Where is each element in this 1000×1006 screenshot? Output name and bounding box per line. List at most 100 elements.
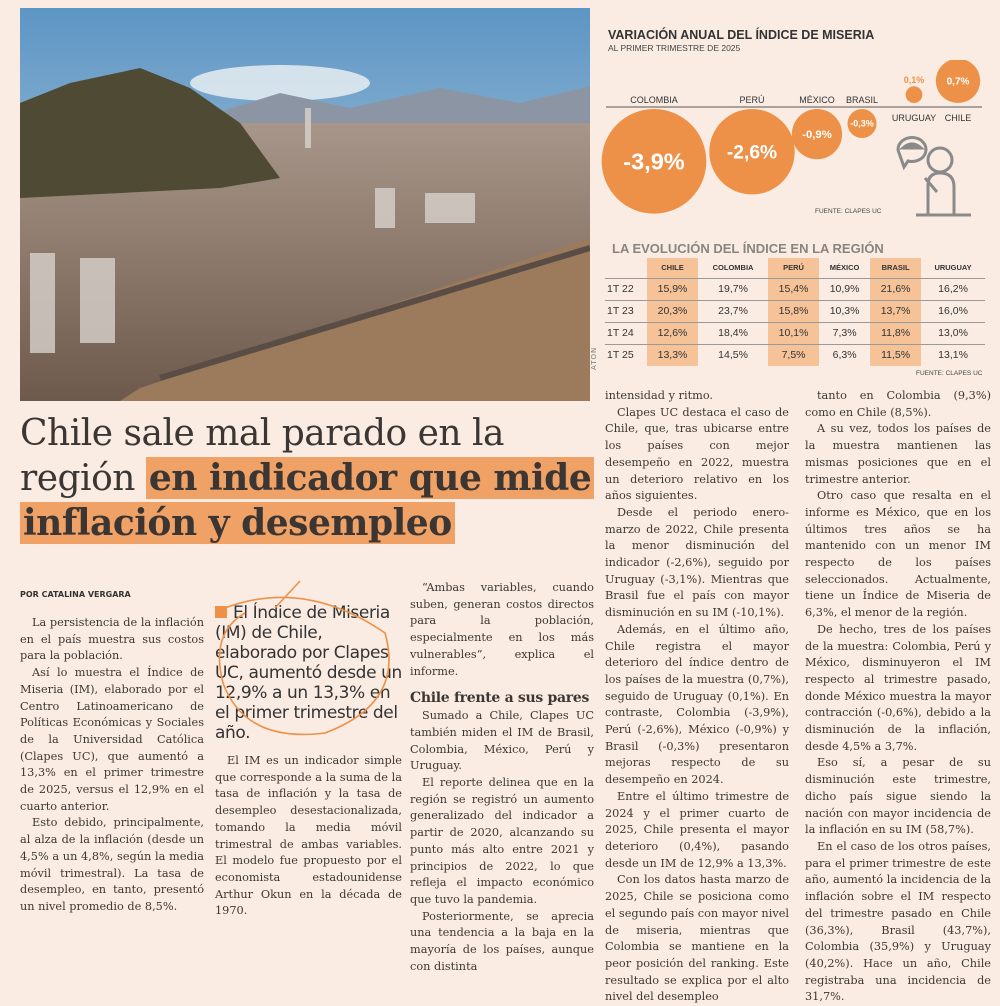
bubble-uruguay (905, 86, 923, 103)
column-header (605, 258, 647, 278)
paragraph: A su vez, todos los países de la muestra… (805, 422, 991, 486)
table-cell: 16,2% (921, 277, 985, 300)
paragraph: Desde el periodo enero-marzo de 2022, Ch… (605, 505, 789, 620)
table-cell: 11,8% (870, 321, 922, 344)
paragraph: La persistencia de la inflación en el pa… (20, 616, 204, 663)
paragraph: Posteriormente, se aprecia una tendencia… (410, 909, 594, 973)
headline: Chile sale mal parado en la región en in… (20, 412, 595, 546)
column-4: intensidad y ritmo. Clapes UC destaca el … (605, 388, 789, 1006)
paragraph: Eso sí, a pesar de su disminución este t… (805, 756, 991, 837)
table-cell: 10,1% (768, 321, 820, 344)
paragraph: “Ambas variables, cuando suben, generan … (410, 581, 594, 678)
photo-credit: ATON (590, 346, 598, 370)
paragraph: Así lo muestra el Índice de Miseria (IM)… (20, 666, 204, 813)
bubble-country: COLOMBIA (630, 95, 678, 105)
bubble-colombia (601, 109, 707, 214)
column-2: El IM es un indicador simple que corresp… (215, 753, 402, 920)
bubble-chile (935, 60, 981, 103)
column-header: CHILE (647, 258, 699, 278)
table-cell: 23,7% (698, 299, 769, 322)
table-cell: 10,3% (819, 299, 871, 322)
table-cell: 1T 24 (605, 321, 647, 344)
pull-quote-text: El Índice de Miseria (IM) de Chile, elab… (215, 603, 402, 743)
column-header: BRASIL (870, 258, 922, 278)
bubble-méxico (791, 109, 843, 160)
table-cell: 12,6% (647, 321, 699, 344)
headline-light: Chile sale mal parado en la región (20, 413, 505, 499)
paragraph: En el caso de los otros países, para el … (805, 839, 991, 1004)
bubble-value: -0,3% (850, 119, 874, 129)
graphic-title: VARIACIÓN ANUAL DEL ÍNDICE DE MISERIA (608, 28, 875, 42)
table-cell: 13,1% (921, 343, 985, 366)
column-3: “Ambas variables, cuando suben, generan … (410, 580, 594, 975)
table-cell: 13,7% (870, 299, 922, 322)
bubble-chart: -3,9% COLOMBIA -2,6% PERÚ -0,9% MÉXICO -0,3% BR… (601, 60, 982, 217)
paragraph: El IM es un indicador simple que corresp… (215, 754, 402, 918)
table-cell: 21,6% (870, 277, 922, 300)
paragraph: De hecho, tres de los países de la muest… (805, 622, 991, 753)
table-cell: 13,0% (921, 321, 985, 344)
paragraph: Entre el último trimestre de 2024 y el p… (605, 789, 789, 870)
column-header: MÉXICO (829, 263, 860, 273)
bubble-brasil (847, 109, 877, 139)
paragraph: tanto en Colombia (9,3%) como en Chile (… (805, 389, 991, 419)
table-cell: 19,7% (698, 277, 769, 300)
table-cell: 1T 22 (605, 277, 647, 300)
bubble-value: -0,9% (802, 129, 832, 141)
paragraph: intensidad y ritmo. (605, 389, 714, 402)
paragraph: El reporte delinea que en la región se r… (410, 776, 594, 906)
bubble-country: MÉXICO (799, 95, 835, 105)
person-with-bread-speech-bubble-icon (896, 136, 971, 217)
paragraph: Otro caso que resalta en el informe es M… (805, 489, 991, 620)
paragraph: Esto debido, principalmente, al alza de … (20, 816, 204, 913)
bubble-country: CHILE (945, 113, 972, 123)
index-table: CHILE COLOMBIA PERÚ MÉXICO BRASIL URUGUAY 1T 2… (605, 258, 985, 366)
paragraph: Clapes UC destaca el caso de Chile, que,… (605, 405, 789, 503)
table-cell: 11,5% (870, 343, 922, 366)
bubble-value: 0,7% (947, 76, 970, 87)
bullet-square (215, 606, 227, 618)
bubble-value: -2,6% (727, 142, 777, 163)
column-header: PERÚ (768, 258, 820, 278)
bubble-country: PERÚ (739, 95, 764, 105)
table-cell: 1T 25 (605, 343, 647, 366)
graphic-subtitle: AL PRIMER TRIMESTRE DE 2025 (608, 43, 741, 53)
table-source: FUENTE: CLAPES UC (916, 370, 983, 377)
table-cell: 15,9% (647, 277, 699, 300)
table-cell: 7,5% (768, 343, 820, 366)
table-cell: 14,5% (698, 343, 769, 366)
pull-quote: El Índice de Miseria (IM) de Chile, elab… (215, 580, 405, 743)
subheading: Chile frente a sus pares (410, 690, 590, 707)
table-cell: 20,3% (647, 299, 699, 322)
bubble-country: BRASIL (846, 95, 878, 105)
table-row: 1T 23 20,3% 23,7% 15,8% 10,3% 13,7% 16,0% (605, 299, 985, 322)
paragraph: Con los datos hasta marzo de 2025, Chile… (605, 873, 789, 1004)
table-row: 1T 25 13,3% 14,5% 7,5% 6,3% 11,5% 13,1% (605, 343, 985, 366)
table-cell: 10,9% (819, 277, 871, 300)
byline: POR CATALINA VERGARA (20, 590, 131, 599)
column-header: URUGUAY (934, 263, 972, 273)
table-cell: 13,3% (647, 343, 699, 366)
bubble-perú (709, 109, 795, 195)
paragraph: Además, en el último año, Chile registra… (605, 622, 789, 787)
table-row: 1T 22 15,9% 19,7% 15,4% 10,9% 21,6% 16,2% (605, 277, 985, 300)
bubble-value: -3,9% (623, 149, 685, 175)
table-row: 1T 24 12,6% 18,4% 10,1% 7,3% 11,8% 13,0% (605, 321, 985, 344)
table-cell: 6,3% (819, 343, 871, 366)
table-title: LA EVOLUCIÓN DEL ÍNDICE EN LA REGIÓN (612, 241, 884, 256)
graphic-source: FUENTE: CLAPES UC (815, 208, 882, 215)
table-cell: 1T 23 (605, 299, 647, 322)
table-cell: 18,4% (698, 321, 769, 344)
city-photo (20, 8, 590, 401)
column-header: COLOMBIA (712, 263, 754, 273)
paragraph: Sumado a Chile, Clapes UC también miden … (410, 709, 594, 773)
hand-drawn-circle (218, 580, 390, 736)
bubble-value: 0,1% (904, 75, 925, 85)
table-cell: 15,8% (768, 299, 820, 322)
column-5: tanto en Colombia (9,3%) como en Chile (… (805, 388, 991, 1006)
table-cell: 7,3% (819, 321, 871, 344)
bubble-country: URUGUAY (892, 113, 936, 123)
column-1: La persistencia de la inflación en el pa… (20, 615, 204, 916)
table-cell: 15,4% (768, 277, 820, 300)
table-cell: 16,0% (921, 299, 985, 322)
